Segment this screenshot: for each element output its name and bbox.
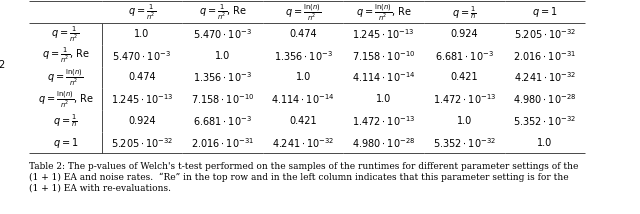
Text: Table 2: The p-values of Welch's t-test performed on the samples of the runtimes: Table 2: The p-values of Welch's t-test … [29,162,579,192]
Text: 2: 2 [0,60,4,70]
